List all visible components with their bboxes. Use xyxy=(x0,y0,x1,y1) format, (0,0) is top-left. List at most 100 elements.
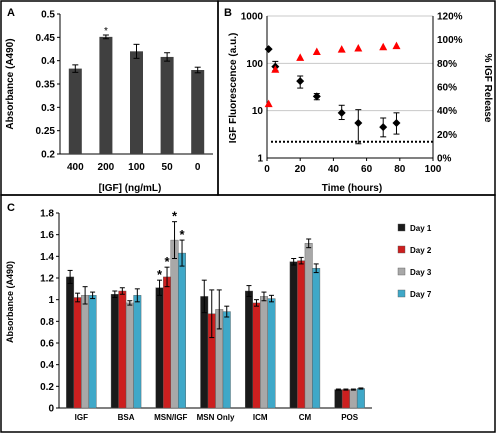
panel-b-y2label: % IGF Release xyxy=(482,54,493,123)
panel-c-bar xyxy=(304,243,313,409)
panel-b-y2tick-label: 120% xyxy=(437,12,463,23)
panel-c-ytick-label: 0.2 xyxy=(40,382,54,393)
panel-b-triangle-point xyxy=(337,45,346,53)
panel-b-ylabel: IGF Fluorescence (a.u.) xyxy=(228,33,239,144)
panel-c-bar xyxy=(356,388,365,409)
panel-c-bar xyxy=(267,298,276,409)
panel-c-ytick-label: 1.2 xyxy=(40,274,54,285)
panel-a-ytick-label: 0.45 xyxy=(36,33,56,44)
panel-a-xtick-label: 0 xyxy=(195,162,201,173)
panel-b-y2tick-label: 100% xyxy=(437,35,463,46)
panel-c-ytick-label: 1.6 xyxy=(40,230,54,241)
panel-c-bar xyxy=(110,294,119,409)
panel-b-y2tick-label: 20% xyxy=(437,130,457,141)
panel-a-bar xyxy=(99,36,113,154)
panel-c-bar xyxy=(125,302,134,409)
panel-c-bar xyxy=(178,252,186,409)
panel-c-bar xyxy=(222,311,231,409)
panel-c-bar xyxy=(245,290,253,409)
panel-b-label: B xyxy=(224,7,232,19)
panel-a-bar xyxy=(160,56,174,154)
panel-c-legend-label: Day 7 xyxy=(410,290,432,299)
panel-a-ytick-label: 0.25 xyxy=(36,126,56,137)
panel-c-xtick-label: POS xyxy=(341,413,359,422)
panel-b-diamond-point xyxy=(264,45,273,54)
panel-c-ytick-label: 1.4 xyxy=(40,252,54,263)
panel-b-plot: 1 10 100 1000 0% 20% 40% 60% 80% 100% 120% 0 20 40 60 8… xyxy=(241,12,463,176)
panel-a-bar xyxy=(68,68,82,154)
panel-c-xtick-label: CM xyxy=(299,413,312,422)
panel-b-triangle-point xyxy=(264,99,273,108)
panel-a-ylabel: Absorbance (A490) xyxy=(5,38,16,129)
panel-c-legend-label: Day 3 xyxy=(410,268,432,277)
panel-b-xtick-label: 60 xyxy=(361,164,373,175)
panel-b-triangle-point xyxy=(354,43,363,52)
panel-b-triangle-point xyxy=(296,53,305,61)
panel-c-bar xyxy=(66,276,75,409)
panel-a-xtick-label: 100 xyxy=(128,162,145,173)
panel-c-bar xyxy=(312,268,321,409)
panel-c-bar xyxy=(334,389,343,409)
panel-c-border xyxy=(0,194,496,433)
panel-b-ytick-label: 1 xyxy=(257,154,263,165)
panel-a-ytick-label: 0.5 xyxy=(41,10,55,21)
panel-c-bar xyxy=(88,295,97,409)
panel-a-bar xyxy=(130,51,143,155)
panel-c-xtick-label: MSN Only xyxy=(197,413,235,422)
panel-c-legend-swatch xyxy=(397,223,406,232)
panel-a-ytick-label: 0.2 xyxy=(41,150,55,161)
panel-a-ytick-label: 0.35 xyxy=(36,80,56,91)
panel-c-legend-swatch xyxy=(397,267,406,276)
panel-c-significance-star: * xyxy=(172,209,178,224)
panel-c-legend-swatch xyxy=(397,289,406,298)
panel-b-triangle-point xyxy=(392,41,401,50)
panel-c-bar xyxy=(163,276,171,409)
panel-c-xtick-label: ICM xyxy=(253,413,268,422)
panel-a-xtick-label: 50 xyxy=(162,162,174,173)
panel-b-diamond-point xyxy=(354,118,363,127)
panel-a-ytick-label: 0.3 xyxy=(41,103,55,114)
panel-b-diamond-point xyxy=(379,123,388,132)
panel-c-bar xyxy=(341,389,350,409)
panel-c-significance-star: * xyxy=(165,254,171,269)
panel-a-xlabel: [IGF] (ng/mL) xyxy=(99,183,162,194)
panel-a-bar xyxy=(191,70,205,154)
panel-b-ytick-label: 100 xyxy=(246,59,263,70)
panel-b-xtick-label: 40 xyxy=(328,164,340,175)
panel-c-label: C xyxy=(7,202,15,214)
panel-c-legend-swatch xyxy=(397,245,406,254)
panel-a-xtick-label: 200 xyxy=(98,162,115,173)
panel-c-significance-star: * xyxy=(157,267,163,282)
panel-c-bar xyxy=(73,297,82,409)
panel-b-xtick-label: 20 xyxy=(295,164,307,175)
panel-c-ytick-label: 0.4 xyxy=(40,360,54,371)
panel-c-legend-label: Day 2 xyxy=(410,246,432,255)
panel-c-bar xyxy=(81,295,90,409)
panel-c-xtick-label: MSN/IGF xyxy=(154,413,187,422)
panel-c-xtick-label: BSA xyxy=(118,413,135,422)
panel-c-ylabel: Absorbance (A490) xyxy=(5,261,15,343)
panel-a-significance-star: * xyxy=(104,26,108,37)
panel-b-y2tick-label: 60% xyxy=(437,83,457,94)
panel-b-triangle-point xyxy=(379,42,388,51)
panel-b-diamond-point xyxy=(312,92,321,101)
panel-b-triangle-point xyxy=(312,47,321,55)
panel-a-ytick-label: 0.4 xyxy=(41,56,55,67)
panel-b-ytick-label: 10 xyxy=(252,106,264,117)
panel-b-diamond-point xyxy=(337,108,346,117)
panel-c-ytick-label: 1.8 xyxy=(40,209,54,220)
panel-c-bar xyxy=(170,239,179,409)
panel-b-xtick-label: 0 xyxy=(264,164,270,175)
panel-c-bar xyxy=(349,389,358,409)
panel-c-bar xyxy=(252,302,261,409)
panel-b-border xyxy=(217,0,496,196)
panel-b-y2tick-label: 0% xyxy=(437,154,452,165)
panel-b-y2tick-label: 40% xyxy=(437,106,457,117)
panel-b-diamond-point xyxy=(296,77,305,86)
panel-c-significance-star: * xyxy=(180,227,186,242)
panel-a-plot: 0.2 0.25 0.3 0.35 0.4 0.45 0.5 400 * 200 100 50 0 xyxy=(36,10,213,173)
panel-c-bar xyxy=(118,290,127,409)
panel-c-bar xyxy=(260,296,268,409)
panel-b-xlabel: Time (hours) xyxy=(322,183,382,194)
